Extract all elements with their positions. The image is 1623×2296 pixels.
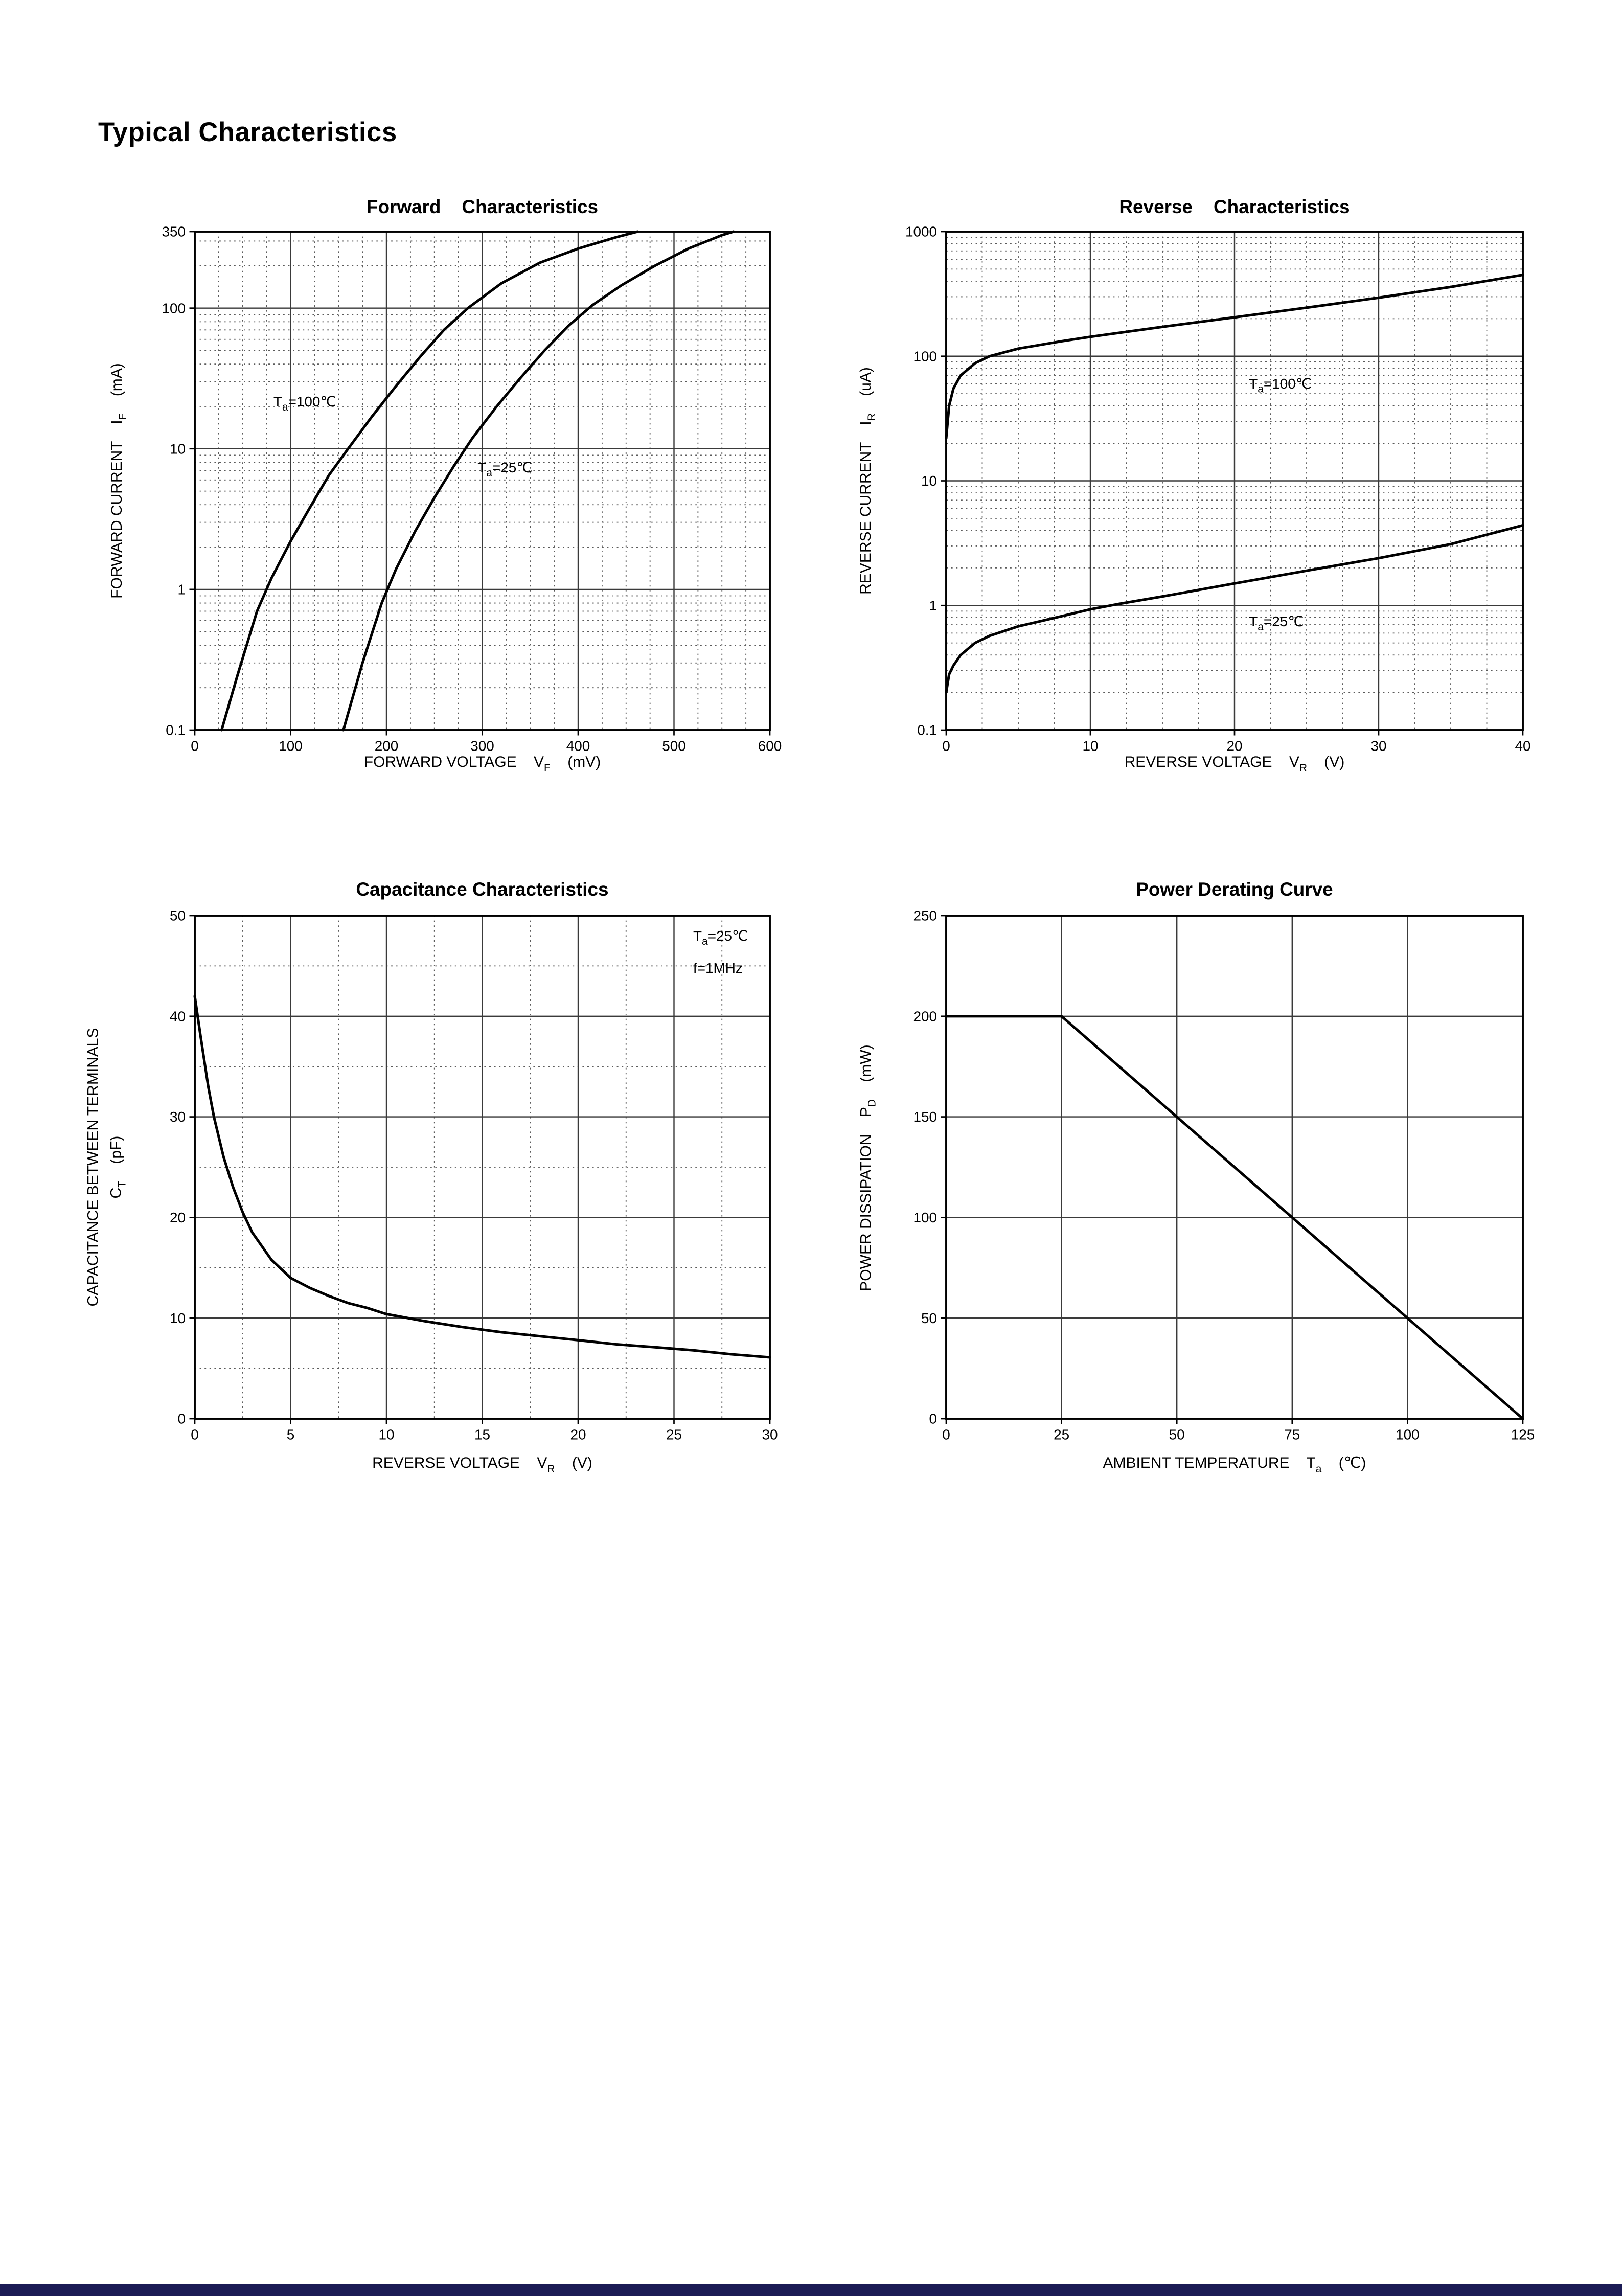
- svg-text:400: 400: [566, 738, 590, 754]
- svg-text:200: 200: [913, 1008, 937, 1024]
- series-Ta=25C: [945, 524, 1524, 694]
- svg-text:30: 30: [762, 1427, 778, 1443]
- svg-text:40: 40: [1515, 738, 1530, 754]
- chart-title: Power Derating Curve: [1136, 879, 1333, 900]
- svg-text:600: 600: [758, 738, 782, 754]
- svg-text:0: 0: [177, 1411, 186, 1427]
- annotation: Ta=100℃: [1249, 376, 1312, 395]
- x-axis-label: REVERSE VOLTAGE VR (V): [1124, 755, 1345, 775]
- chart-title: Capacitance Characteristics: [356, 879, 609, 900]
- svg-text:10: 10: [1082, 738, 1098, 754]
- svg-text:100: 100: [1396, 1427, 1420, 1443]
- footer-bar: [0, 2284, 1623, 2296]
- svg-text:10: 10: [921, 473, 937, 489]
- tick-labels: 0 5 10 15 20 25 30 0 10 20 30 40 50: [170, 908, 778, 1443]
- page-title: Typical Characteristics: [98, 117, 397, 147]
- svg-text:0.1: 0.1: [166, 722, 186, 738]
- x-axis-label: AMBIENT TEMPERATURE Ta (℃): [1103, 1456, 1366, 1475]
- reverse-chart-canvas: 0 10 20 30 40 0.1 1 10 100 1000 Ta=100℃ Ta=25℃: [905, 224, 1531, 754]
- grid-layer: [195, 916, 770, 1419]
- svg-text:25: 25: [666, 1427, 682, 1443]
- grid-layer: [195, 232, 770, 730]
- svg-text:0: 0: [191, 738, 199, 754]
- svg-text:350: 350: [162, 224, 186, 240]
- svg-text:0: 0: [929, 1411, 937, 1427]
- series-Ta=25C: [342, 230, 735, 732]
- series-Ta=100C: [220, 230, 639, 732]
- plot-border: [945, 915, 1524, 1420]
- annotation: Ta=25℃: [1249, 613, 1304, 633]
- tick-labels: 0 10 20 30 40 0.1 1 10 100 1000: [905, 224, 1531, 754]
- forward-chart-canvas: 0 100 200 300 400 500 600 0.1 1 10 100 350 Ta=100℃ Ta…: [162, 224, 782, 754]
- svg-text:100: 100: [913, 348, 937, 364]
- tick-labels: 0 100 200 300 400 500 600 0.1 1 10 100 350: [162, 224, 782, 754]
- series-Ta=100C: [945, 274, 1524, 440]
- svg-text:10: 10: [170, 441, 186, 457]
- svg-text:50: 50: [921, 1310, 937, 1326]
- svg-text:0: 0: [942, 738, 950, 754]
- svg-text:75: 75: [1284, 1427, 1300, 1443]
- svg-text:50: 50: [1169, 1427, 1185, 1443]
- annotation: Ta=25℃: [477, 460, 532, 479]
- chart-title: Forward Characteristics: [366, 196, 599, 218]
- svg-text:0: 0: [942, 1427, 950, 1443]
- svg-text:50: 50: [170, 908, 186, 924]
- svg-text:1: 1: [929, 598, 937, 613]
- svg-text:10: 10: [170, 1310, 186, 1326]
- svg-text:30: 30: [170, 1109, 186, 1125]
- svg-text:500: 500: [662, 738, 686, 754]
- svg-text:150: 150: [913, 1109, 937, 1125]
- svg-text:100: 100: [279, 738, 303, 754]
- chart-title: Reverse Characteristics: [1119, 196, 1350, 218]
- svg-text:40: 40: [170, 1008, 186, 1024]
- svg-text:100: 100: [162, 300, 186, 316]
- annotation: Ta=100℃: [273, 394, 336, 413]
- x-axis-label: REVERSE VOLTAGE VR (V): [372, 1456, 592, 1475]
- grid-layer: [946, 232, 1523, 730]
- svg-text:5: 5: [287, 1427, 295, 1443]
- svg-text:100: 100: [913, 1210, 937, 1225]
- annotation: f=1MHz: [693, 960, 743, 976]
- svg-text:15: 15: [474, 1427, 490, 1443]
- svg-text:125: 125: [1511, 1427, 1535, 1443]
- capacitance-chart-canvas: 0 5 10 15 20 25 30 0 10 20 30 40 50 Ta=25℃ f=1MHz: [170, 908, 778, 1443]
- svg-text:250: 250: [913, 908, 937, 924]
- svg-text:1000: 1000: [905, 224, 937, 240]
- svg-text:30: 30: [1370, 738, 1386, 754]
- svg-text:1: 1: [177, 581, 186, 597]
- svg-text:25: 25: [1054, 1427, 1069, 1443]
- svg-text:20: 20: [1226, 738, 1242, 754]
- svg-text:0: 0: [191, 1427, 199, 1443]
- annotation: Ta=25℃: [693, 928, 748, 947]
- series-CT: [193, 994, 771, 1359]
- series-PD: [945, 1015, 1524, 1420]
- x-axis-label: FORWARD VOLTAGE VF (mV): [363, 755, 601, 775]
- power-chart-canvas: 0 25 50 75 100 125 0 50 100 150 200 250: [913, 908, 1535, 1443]
- tick-labels: 0 25 50 75 100 125 0 50 100 150 200 250: [913, 908, 1535, 1443]
- svg-text:300: 300: [470, 738, 494, 754]
- svg-text:20: 20: [170, 1210, 186, 1225]
- svg-text:10: 10: [378, 1427, 394, 1443]
- svg-text:20: 20: [570, 1427, 586, 1443]
- svg-text:200: 200: [375, 738, 399, 754]
- svg-text:0.1: 0.1: [917, 722, 937, 738]
